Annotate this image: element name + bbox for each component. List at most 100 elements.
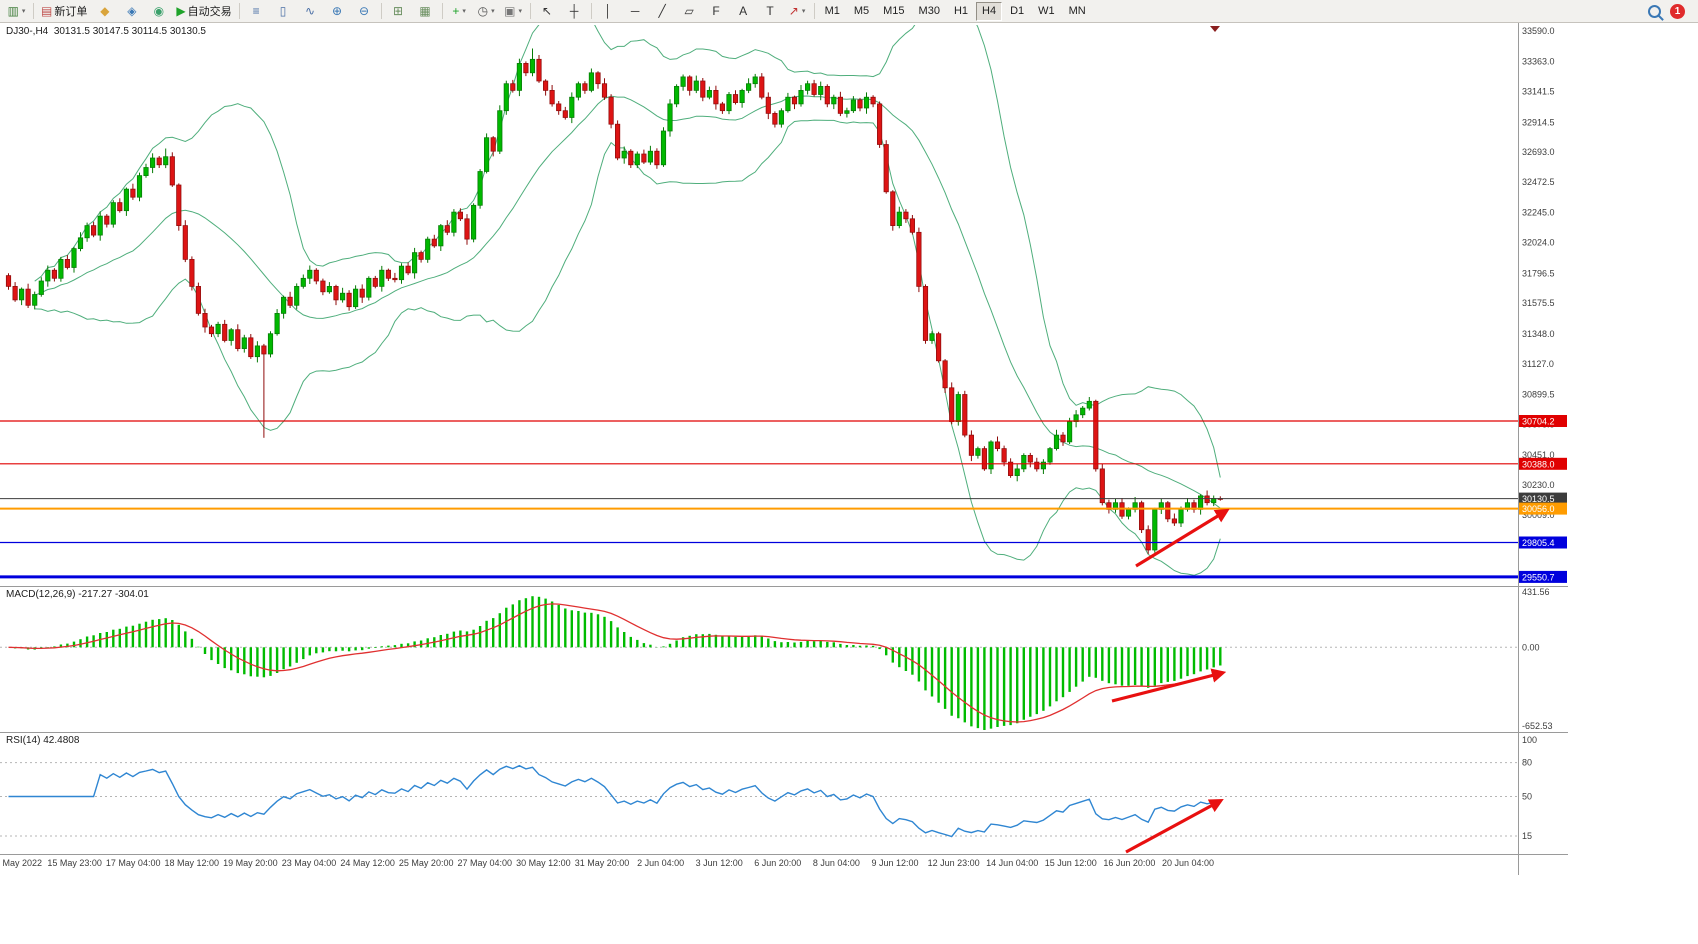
trendline-icon[interactable]: ╱ [650,1,675,22]
chart-shift-marker[interactable] [1210,26,1220,32]
timeframe-m30[interactable]: M30 [918,5,940,17]
vertical-line-icon[interactable]: │ [596,1,621,22]
svg-text:15 May 23:00: 15 May 23:00 [47,858,102,868]
svg-text:30388.0: 30388.0 [1522,459,1555,469]
timeframe-toolbar: M1 M5 M15 M30 H1 H4 D1 W1 MN [818,1,1093,21]
timeframe-d1[interactable]: D1 [1010,5,1025,17]
svg-text:2 Jun 04:00: 2 Jun 04:00 [637,858,684,868]
notification-badge[interactable]: 1 [1670,3,1685,19]
candlestick-mode-icon[interactable]: ▯ [271,1,296,22]
new-order-button[interactable]: ▤ 新订单 [38,1,90,22]
svg-text:30899.5: 30899.5 [1522,390,1555,400]
time-axis-labels[interactable]: 12 May 2022 15 May 23:00 17 May 04:00 18 Ma… [0,858,1214,868]
toolbar-separator [529,3,531,19]
panel-separators [0,23,1568,875]
svg-text:31796.5: 31796.5 [1522,268,1555,278]
timeframe-m5[interactable]: M5 [853,5,870,17]
rsi-line [8,764,1221,838]
timeframe-mn[interactable]: MN [1068,5,1086,17]
channel-icon[interactable]: ▱ [677,1,702,22]
fibonacci-glyph: F [712,4,720,18]
annotation-arrows[interactable] [1111,508,1230,854]
search-icon[interactable] [1648,4,1661,18]
text-icon[interactable]: A [731,1,756,22]
svg-text:16 Jun 20:00: 16 Jun 20:00 [1103,858,1155,868]
candles-layer [5,48,1223,554]
cursor-icon[interactable]: ↖ [535,1,560,22]
navigator-glyph: ◉ [153,4,165,18]
macd-histogram [0,596,1518,730]
timeframe-h4[interactable]: H4 [976,1,1003,21]
svg-text:0.00: 0.00 [1522,642,1540,652]
trend-arrow-price [1135,508,1230,568]
autotrading-button-label: 自动交易 [187,6,232,18]
chevron-down-icon: ▾ [491,8,495,15]
horizontal-line-icon[interactable]: ─ [623,1,648,22]
svg-text:30230.0: 30230.0 [1522,480,1555,490]
label-glyph: T [766,4,774,18]
navigator-icon[interactable]: ◉ [146,1,171,22]
indicators-button[interactable]: + ▾ [447,1,472,22]
svg-text:33590.0: 33590.0 [1522,26,1555,36]
macd-signal-line [8,603,1221,723]
trendline-glyph: ╱ [658,4,666,18]
arrange-windows-glyph: ▦ [419,4,431,18]
fibonacci-icon[interactable]: F [704,1,729,22]
new-order-button-label: 新订单 [54,6,88,18]
toolbar-separator [33,3,34,19]
svg-text:431.56: 431.56 [1522,587,1550,597]
market-watch-icon[interactable]: ◆ [92,1,117,22]
trend-arrow-macd [1111,668,1227,703]
svg-text:31 May 20:00: 31 May 20:00 [575,858,630,868]
zoom-out-glyph: ⊖ [359,4,370,18]
svg-text:32024.0: 32024.0 [1522,238,1555,248]
svg-text:80: 80 [1522,758,1532,768]
svg-text:19 May 20:00: 19 May 20:00 [223,858,278,868]
horizontal-line-glyph: ─ [630,4,640,18]
line-chart-mode-icon[interactable]: ∿ [298,1,323,22]
svg-text:17 May 04:00: 17 May 04:00 [106,858,161,868]
svg-text:14 Jun 04:00: 14 Jun 04:00 [986,858,1038,868]
chevron-down-icon: ▾ [801,8,806,15]
tile-windows-glyph: ⊞ [393,4,404,18]
zoom-out-icon[interactable]: ⊖ [352,1,377,22]
bar-chart-mode-glyph: ≡ [252,4,260,18]
rsi-label: RSI(14) 42.4808 [6,735,80,746]
macd-label: MACD(12,26,9) -217.27 -304.01 [6,589,149,600]
data-window-icon[interactable]: ◈ [119,1,144,22]
svg-text:15: 15 [1522,831,1532,841]
zoom-in-icon[interactable]: ⊕ [325,1,350,22]
arrange-windows-icon[interactable]: ▦ [413,1,438,22]
svg-text:18 May 12:00: 18 May 12:00 [165,858,220,868]
svg-text:33363.0: 33363.0 [1522,57,1555,67]
svg-text:12 Jun 23:00: 12 Jun 23:00 [928,858,980,868]
timeframe-m1[interactable]: M1 [824,5,840,17]
bar-chart-mode-icon[interactable]: ≡ [244,1,269,22]
toolbar-separator [380,3,382,19]
chart-canvas[interactable]: 33590.0 33363.0 33141.5 32914.5 32693.0 32472… [0,23,1698,944]
crosshair-icon[interactable]: ┼ [562,1,587,22]
svg-text:9 Jun 12:00: 9 Jun 12:00 [871,858,918,868]
level-lines[interactable] [0,420,1518,579]
timeframe-w1[interactable]: W1 [1038,5,1055,17]
rsi-panel-layer: 100 80 50 15 [0,735,1537,841]
candlestick-mode-glyph: ▯ [279,4,287,18]
timeframe-h1[interactable]: H1 [953,5,969,17]
tile-windows-icon[interactable]: ⊞ [386,1,411,22]
autotrading-button[interactable]: ▶ 自动交易 [173,1,234,22]
templates-button[interactable]: ▣ ▾ [501,1,526,22]
arrows-button[interactable]: ↗ ▾ [785,1,810,22]
arrows-glyph: ↗ [788,4,799,18]
timeframe-m15[interactable]: M15 [883,5,905,17]
label-icon[interactable]: T [758,1,783,22]
svg-text:33141.5: 33141.5 [1522,87,1555,97]
toolbar-separator [813,3,815,19]
periods-button[interactable]: ◷ ▾ [474,1,499,22]
svg-text:30056.0: 30056.0 [1522,504,1555,514]
svg-text:29550.7: 29550.7 [1522,572,1555,582]
svg-text:32472.5: 32472.5 [1522,177,1555,187]
svg-text:30130.5: 30130.5 [1522,494,1555,504]
new-chart-button[interactable]: ▥ ▾ [4,1,29,22]
text-glyph: A [739,4,748,18]
